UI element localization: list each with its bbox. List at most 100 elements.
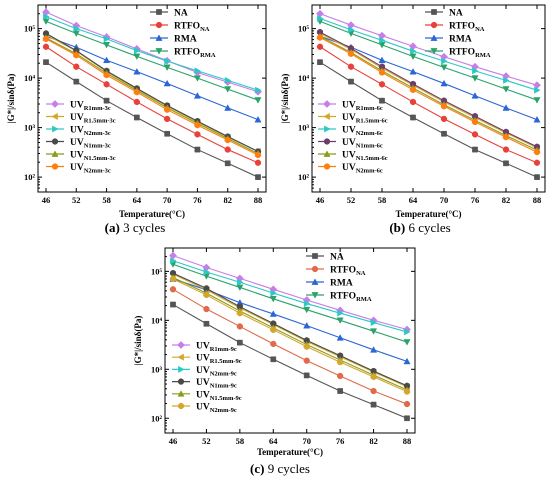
series-line bbox=[172, 276, 408, 391]
series-legend-entry: RTFORMA bbox=[425, 48, 491, 59]
series-1 bbox=[42, 43, 262, 166]
series-legend-entry: NA bbox=[150, 9, 188, 19]
x-tick-label: 58 bbox=[102, 195, 111, 205]
x-axis-title: Temperature(°C) bbox=[257, 447, 323, 457]
y-tick-label: 10² bbox=[151, 413, 163, 423]
data-point bbox=[471, 75, 479, 82]
data-point bbox=[336, 317, 344, 324]
data-point bbox=[236, 323, 244, 330]
data-point bbox=[403, 388, 411, 395]
data-point bbox=[224, 160, 231, 167]
data-point bbox=[370, 401, 377, 408]
data-point bbox=[224, 76, 232, 84]
y-tick-label: 10² bbox=[298, 172, 310, 182]
series-legend-entry: RTFORMA bbox=[306, 292, 372, 304]
data-point bbox=[440, 79, 448, 87]
series-legend-marker bbox=[51, 163, 59, 170]
series-legend-marker bbox=[324, 125, 331, 133]
data-point bbox=[472, 146, 478, 153]
series-legend-entry: RMA bbox=[306, 278, 353, 289]
series-legend-label: NA bbox=[330, 253, 344, 263]
data-point bbox=[254, 97, 262, 104]
series-legend-marker bbox=[323, 150, 331, 157]
data-point bbox=[370, 346, 378, 353]
data-point bbox=[73, 63, 80, 70]
x-axis-title: Temperature(°C) bbox=[395, 209, 461, 219]
series-legend-entry: UVR1mm-6c bbox=[318, 100, 383, 112]
data-point bbox=[533, 159, 541, 166]
series-legend-label: RTFORMA bbox=[330, 292, 372, 304]
data-point bbox=[270, 326, 277, 333]
data-point bbox=[236, 284, 244, 292]
plot-frame bbox=[311, 4, 546, 193]
x-tick-label: 52 bbox=[347, 195, 356, 205]
data-point bbox=[254, 115, 262, 123]
series-legend-label: RTFONA bbox=[174, 22, 210, 34]
y-axis-title: |G*|/sinδ(Pa) bbox=[133, 316, 143, 366]
data-point bbox=[164, 130, 170, 137]
series-legend-marker bbox=[431, 9, 437, 15]
data-point bbox=[194, 131, 201, 138]
x-axis-title: Temperature(°C) bbox=[119, 209, 185, 219]
data-point bbox=[169, 275, 177, 283]
x-tick-label: 52 bbox=[202, 436, 211, 446]
data-point bbox=[502, 86, 510, 93]
x-tick-label: 70 bbox=[163, 195, 172, 205]
series-legend-marker bbox=[155, 21, 163, 29]
data-point bbox=[316, 43, 324, 50]
data-point bbox=[164, 57, 171, 65]
legend-left: UVR1mm-6cUVR1.5mm-6cUVN2mm-6cUVN1mm-6cUV… bbox=[318, 100, 388, 175]
data-point bbox=[441, 57, 448, 65]
data-point bbox=[471, 118, 479, 126]
data-point bbox=[370, 328, 378, 335]
x-tick-label: 58 bbox=[378, 195, 387, 205]
series-legend-marker bbox=[323, 100, 331, 108]
x-tick-label: 88 bbox=[254, 195, 263, 205]
series-line bbox=[45, 35, 259, 121]
data-point bbox=[370, 319, 378, 327]
series-line bbox=[319, 35, 538, 151]
y-axis-title: |G*|/sinδ(Pa) bbox=[280, 74, 290, 124]
series-legend-entry: UVN2mm-6c bbox=[318, 125, 383, 137]
y-tick-label: 10⁵ bbox=[298, 24, 310, 34]
series-legend-entry: UVN1.5mm-9c bbox=[172, 390, 242, 402]
data-point bbox=[269, 295, 277, 303]
series-line bbox=[172, 263, 408, 343]
data-point bbox=[410, 47, 417, 55]
x-tick-label: 64 bbox=[409, 195, 418, 205]
chart-b: 10² 10³ 10⁴ 10⁵ 46 52 58 64 70 76 82 88 Temperature(… bbox=[280, 4, 546, 235]
data-point bbox=[303, 300, 311, 308]
data-point bbox=[42, 35, 50, 43]
x-tick-label: 58 bbox=[236, 436, 245, 446]
series-line bbox=[172, 255, 408, 331]
data-point bbox=[317, 14, 324, 23]
series-legend-label: UVN1.5mm-3c bbox=[70, 151, 116, 163]
data-point bbox=[43, 13, 50, 21]
chart-a: 10² 10³ 10⁴ 10⁵ 46 52 58 64 70 76 82 88 Temperature(… bbox=[6, 4, 267, 235]
series-legend-label: UVN2mm-6c bbox=[342, 163, 383, 175]
series-legend-marker bbox=[178, 365, 185, 373]
data-point bbox=[533, 148, 541, 156]
series-legend-label: UVR1.5mm-3c bbox=[70, 113, 116, 125]
series-line bbox=[45, 16, 259, 91]
data-point bbox=[502, 134, 510, 141]
series-legend-marker bbox=[430, 48, 438, 55]
series-line bbox=[172, 273, 408, 388]
data-point bbox=[348, 78, 354, 85]
series-9 bbox=[169, 275, 411, 395]
data-point bbox=[237, 278, 244, 286]
chart-caption: (c) 9 cycles bbox=[250, 461, 310, 476]
data-point bbox=[224, 104, 232, 111]
data-point bbox=[170, 257, 177, 265]
data-point bbox=[303, 321, 311, 329]
data-point bbox=[133, 89, 141, 96]
data-point bbox=[236, 310, 244, 317]
x-tick-label: 64 bbox=[269, 436, 278, 446]
x-tick-label: 76 bbox=[193, 195, 202, 205]
data-point bbox=[303, 306, 311, 314]
data-point bbox=[133, 53, 141, 60]
series-line bbox=[172, 272, 408, 387]
series-line bbox=[45, 38, 259, 156]
data-point bbox=[224, 146, 231, 153]
